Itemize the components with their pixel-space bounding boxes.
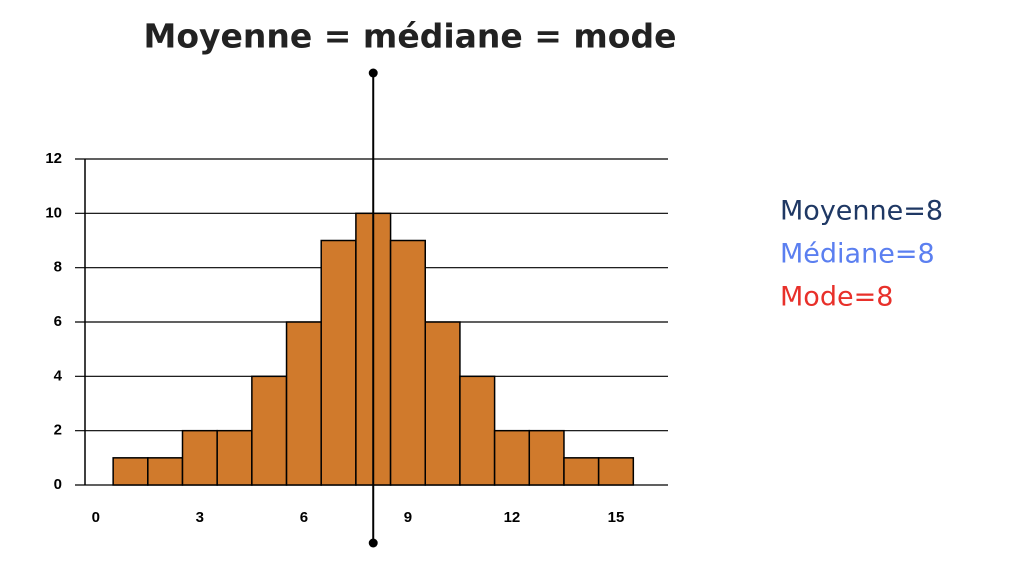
y-tick-label: 6 xyxy=(54,313,62,330)
bar xyxy=(528,429,565,486)
bar xyxy=(216,429,253,486)
x-tick-label: 15 xyxy=(608,509,625,526)
y-tick-label: 8 xyxy=(54,259,62,276)
x-tick-label: 0 xyxy=(92,509,100,526)
bar xyxy=(424,321,461,486)
bar xyxy=(112,457,149,486)
x-tick-label: 12 xyxy=(504,509,521,526)
mean-line-end xyxy=(368,538,378,548)
x-tick-label: 3 xyxy=(196,509,204,526)
x-tick-label: 6 xyxy=(300,509,308,526)
bar xyxy=(597,457,635,486)
annotation: Mode=8 xyxy=(780,282,893,313)
mean-line-end xyxy=(368,68,378,78)
bar xyxy=(459,375,496,486)
annotation: Médiane=8 xyxy=(780,239,935,270)
bar xyxy=(251,375,288,486)
annotation: Moyenne=8 xyxy=(780,196,943,227)
bar xyxy=(320,239,357,486)
y-tick-label: 12 xyxy=(45,150,62,167)
bar xyxy=(285,321,322,486)
bar xyxy=(389,239,427,486)
bar xyxy=(147,457,184,486)
bar xyxy=(563,457,600,486)
y-tick-label: 4 xyxy=(54,367,63,384)
y-tick-label: 2 xyxy=(54,422,62,439)
y-tick-label: 0 xyxy=(54,476,62,493)
x-tick-label: 9 xyxy=(404,509,412,526)
y-tick-label: 10 xyxy=(45,204,62,221)
bar xyxy=(493,429,531,486)
bar xyxy=(181,429,218,486)
chart-title: Moyenne = médiane = mode xyxy=(144,17,677,56)
